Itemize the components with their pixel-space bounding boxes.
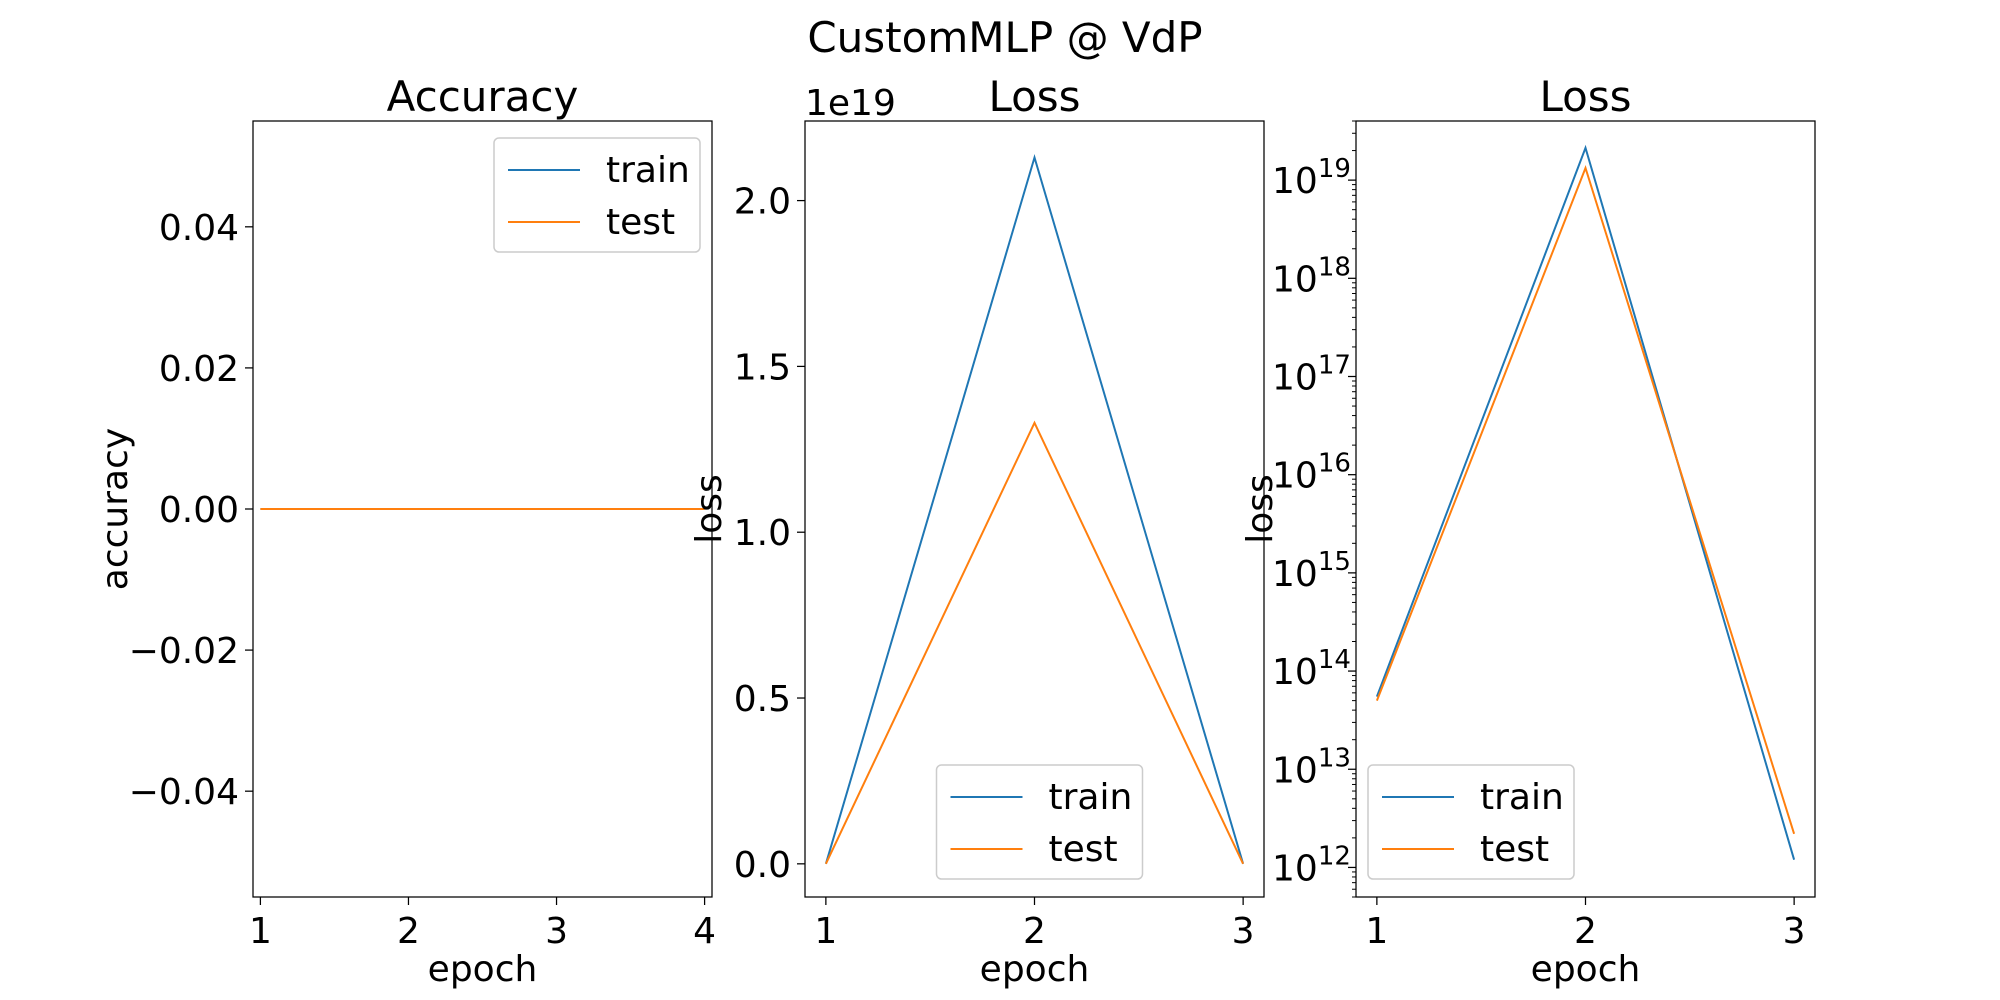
y-axis-label: accuracy: [95, 428, 136, 590]
plot-frame: [804, 120, 1265, 898]
y-tick-base: 10: [1272, 161, 1318, 202]
y-tick-label: 0.00: [159, 490, 239, 531]
y-tick-base: 10: [1272, 357, 1318, 398]
y-tick-label: 1012: [1272, 841, 1351, 889]
figure-title: CustomMLP @ VdP: [807, 13, 1202, 62]
y-tick-exponent: 15: [1318, 547, 1351, 577]
y-tick-base: 10: [1272, 848, 1318, 889]
y-tick-label: 1014: [1272, 645, 1351, 693]
y-tick-base: 10: [1272, 259, 1318, 300]
y-tick-label: 1.0: [734, 513, 791, 554]
y-tick-label: 1013: [1272, 743, 1351, 791]
y-tick-label: 2.0: [734, 182, 791, 223]
y-tick-label: 1019: [1272, 154, 1351, 202]
y-tick-label: −0.02: [129, 631, 239, 672]
plot-frame: [1355, 120, 1816, 898]
legend-label: test: [606, 202, 675, 243]
plot-frame: [252, 120, 713, 898]
y-tick-exponent: 18: [1318, 252, 1351, 282]
axis-offset-label: 1e19: [805, 83, 896, 124]
x-tick-label: 3: [545, 911, 568, 952]
y-tick-label: 0.5: [734, 679, 791, 720]
y-tick-label: 1018: [1272, 252, 1351, 300]
y-tick-exponent: 16: [1318, 449, 1351, 479]
chart-panel-1: Accuracy 0.04 0.02 0.00 −0.02 −0.04 1 2 3 4 epoch a…: [95, 72, 716, 990]
y-axis-label: loss: [1240, 474, 1281, 544]
legend: train test: [493, 137, 701, 253]
x-tick-label: 1: [814, 911, 837, 952]
y-tick-label: 1.5: [734, 347, 791, 388]
y-tick-label: 0.04: [159, 208, 239, 249]
y-tick-label: 1017: [1272, 350, 1351, 398]
y-tick-label: 0.02: [159, 349, 239, 390]
y-tick-base: 10: [1272, 750, 1318, 791]
legend-box: [1367, 764, 1575, 880]
legend: train test: [1367, 764, 1575, 880]
panel-title: Accuracy: [387, 72, 579, 121]
y-tick-base: 10: [1272, 554, 1318, 595]
series-line-train: [824, 153, 1245, 865]
x-tick-label: 1: [249, 911, 272, 952]
y-tick-base: 10: [1272, 652, 1318, 693]
x-tick-label: 4: [693, 911, 716, 952]
y-tick-exponent: 13: [1318, 743, 1351, 773]
x-axis-label: epoch: [980, 949, 1090, 990]
y-tick-base: 10: [1272, 456, 1318, 497]
y-tick-label: 0.0: [734, 845, 791, 886]
y-tick-label: −0.04: [129, 772, 239, 813]
y-axis-label: loss: [689, 474, 730, 544]
legend-box: [493, 137, 701, 253]
chart-panel-2: Loss 2.0 1.5 1.0 0.5 0.0 1 2 3 epoch loss 1e19 train…: [689, 72, 1265, 990]
y-tick-label: 1016: [1272, 449, 1351, 497]
legend-label: test: [1049, 829, 1118, 870]
legend-box: [935, 764, 1144, 880]
panel-title: Loss: [1539, 72, 1631, 121]
y-tick-exponent: 19: [1318, 154, 1351, 184]
legend-label: test: [1480, 829, 1549, 870]
legend-label: train: [606, 150, 690, 191]
series-line-train: [1375, 144, 1796, 860]
x-tick-label: 3: [1783, 911, 1806, 952]
legend-label: train: [1049, 777, 1133, 818]
x-tick-label: 2: [1023, 911, 1046, 952]
y-tick-label: 1015: [1272, 547, 1351, 595]
legend: train test: [935, 764, 1144, 880]
series-line-test: [1375, 164, 1796, 835]
y-tick-exponent: 12: [1318, 841, 1351, 871]
x-tick-label: 2: [397, 911, 420, 952]
x-tick-label: 1: [1365, 911, 1388, 952]
panel-title: Loss: [988, 72, 1080, 121]
x-axis-label: epoch: [428, 949, 538, 990]
series-line-test: [824, 420, 1245, 865]
legend-label: train: [1480, 777, 1564, 818]
y-tick-exponent: 17: [1318, 350, 1351, 380]
y-tick-exponent: 14: [1318, 645, 1351, 675]
x-axis-label: epoch: [1531, 949, 1641, 990]
x-tick-label: 2: [1574, 911, 1597, 952]
x-tick-label: 3: [1232, 911, 1255, 952]
